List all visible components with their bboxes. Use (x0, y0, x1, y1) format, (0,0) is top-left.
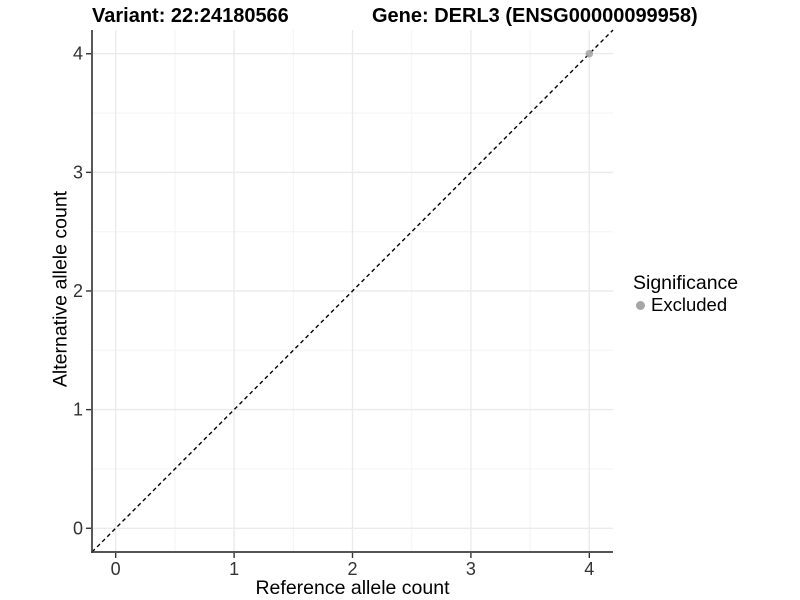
gene-title: Gene: DERL3 (ENSG00000099958) (372, 5, 698, 27)
y-tick-labels: 0 1 2 3 4 (73, 44, 83, 539)
y-axis-title: Alternative allele count (49, 190, 72, 388)
x-tick-label: 3 (466, 559, 476, 579)
identity-line (91, 29, 614, 553)
x-axis-title: Reference allele count (255, 577, 450, 599)
tick-marks (86, 53, 591, 558)
y-tick-label: 4 (73, 44, 83, 64)
x-tick-label: 2 (347, 559, 357, 579)
x-tick-label: 1 (229, 559, 239, 579)
data-points (585, 49, 594, 58)
x-tick-label: 4 (584, 559, 594, 579)
legend-item-label: Excluded (651, 294, 728, 315)
x-tick-labels: 0 1 2 3 4 (111, 559, 595, 579)
y-tick-label: 2 (73, 281, 83, 301)
excluded-marker-icon (636, 300, 645, 310)
y-tick-label: 1 (73, 400, 83, 420)
legend-title: Significance (633, 272, 739, 294)
legend-item-excluded: Excluded (631, 294, 738, 316)
variant-title: Variant: 22:24180566 (92, 5, 289, 27)
legend: Significance Excluded (631, 272, 738, 316)
x-tick-label: 0 (111, 559, 121, 579)
data-point (585, 49, 594, 58)
y-tick-label: 0 (73, 518, 83, 538)
y-tick-label: 3 (73, 162, 83, 182)
